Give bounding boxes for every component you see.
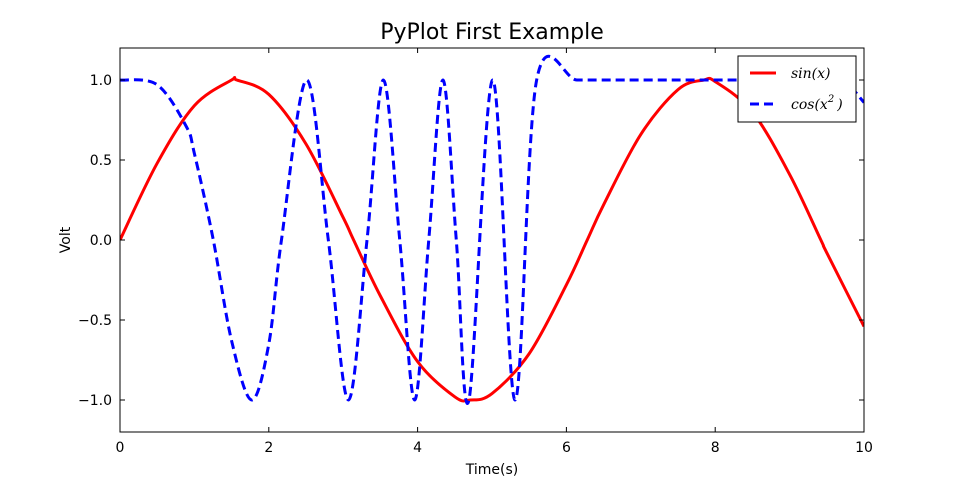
y-tick-label: 1.0 bbox=[90, 73, 112, 89]
x-tick-label: 0 bbox=[116, 440, 125, 456]
x-tick-label: 2 bbox=[264, 440, 273, 456]
y-tick-label: 0.5 bbox=[90, 153, 112, 169]
legend-label-sin: sin(x) bbox=[791, 66, 831, 82]
legend-box bbox=[737, 55, 857, 123]
x-axis-label: Time(s) bbox=[465, 462, 518, 478]
y-axis-label: Volt bbox=[58, 226, 74, 253]
ticks-layer: 0 2 4 6 8 10 −1.0 −0.5 0.0 0.5 1.0 bbox=[78, 48, 873, 456]
x-tick-label: 6 bbox=[562, 440, 571, 456]
legend: sin(x) cos(x2) bbox=[737, 55, 857, 123]
y-tick-label: −0.5 bbox=[78, 313, 112, 329]
x-tick-label: 8 bbox=[711, 440, 720, 456]
y-tick-label: −1.0 bbox=[78, 393, 112, 409]
series-line-1 bbox=[120, 54, 864, 405]
chart-title: PyPlot First Example bbox=[380, 20, 603, 45]
legend-label-cos: cos(x2) bbox=[791, 94, 843, 113]
y-tick-label: 0.0 bbox=[90, 233, 112, 249]
x-tick-label: 4 bbox=[413, 440, 422, 456]
x-tick-label: 10 bbox=[855, 440, 873, 456]
